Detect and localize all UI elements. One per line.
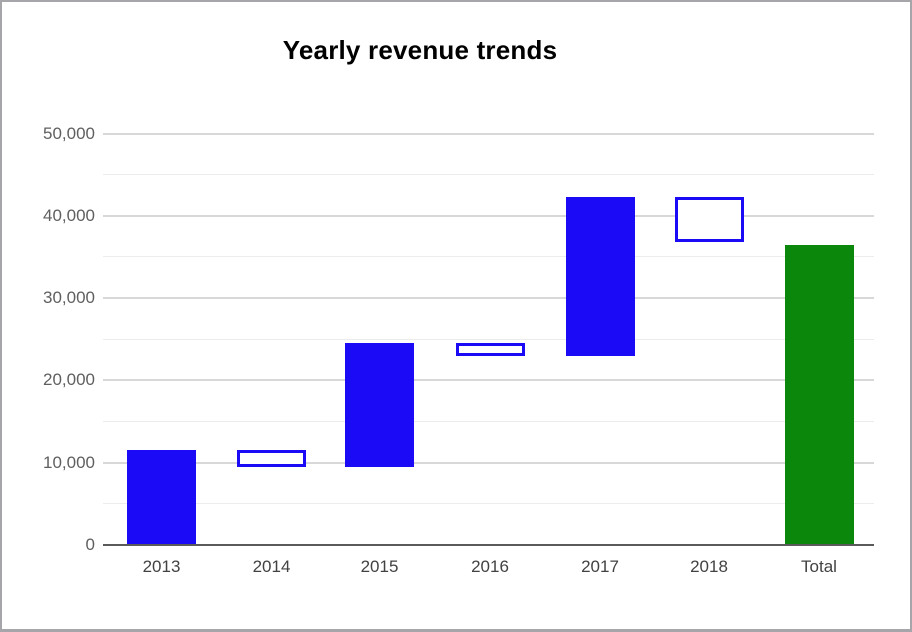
x-category-label: Total — [801, 557, 837, 576]
minor-gridline — [103, 256, 874, 258]
y-tick-label: 0 — [85, 535, 95, 554]
x-category-label: 2017 — [581, 557, 619, 576]
minor-gridline — [103, 174, 874, 176]
x-category-label: 2013 — [142, 557, 181, 576]
major-gridline — [103, 132, 874, 135]
y-tick-label: 10,000 — [43, 452, 95, 472]
bar-2017[interactable] — [565, 196, 635, 356]
major-gridline — [103, 214, 874, 217]
bar-2013[interactable] — [127, 450, 196, 545]
major-gridline — [103, 379, 874, 382]
minor-gridline — [103, 503, 874, 505]
x-category-label: 2015 — [360, 557, 399, 576]
y-tick-label: 50,000 — [43, 123, 95, 143]
y-tick-label: 20,000 — [43, 370, 95, 390]
x-category-label: 2016 — [471, 557, 509, 576]
y-tick-label: 30,000 — [43, 288, 95, 308]
y-tick-label: 40,000 — [43, 205, 95, 225]
x-category-label: 2018 — [690, 557, 728, 576]
bar-2018[interactable] — [674, 196, 744, 243]
bar-total[interactable] — [784, 245, 854, 545]
bar-2016[interactable] — [455, 343, 525, 356]
x-category-label: 2014 — [252, 557, 291, 576]
minor-gridline — [103, 421, 874, 423]
minor-gridline — [103, 338, 874, 340]
major-gridline — [103, 297, 874, 300]
major-gridline — [103, 461, 874, 464]
x-axis-line — [103, 544, 874, 546]
bar-2014[interactable] — [237, 450, 306, 467]
bar-2015[interactable] — [345, 343, 414, 467]
chart-title: Yearly revenue trends — [282, 35, 558, 65]
